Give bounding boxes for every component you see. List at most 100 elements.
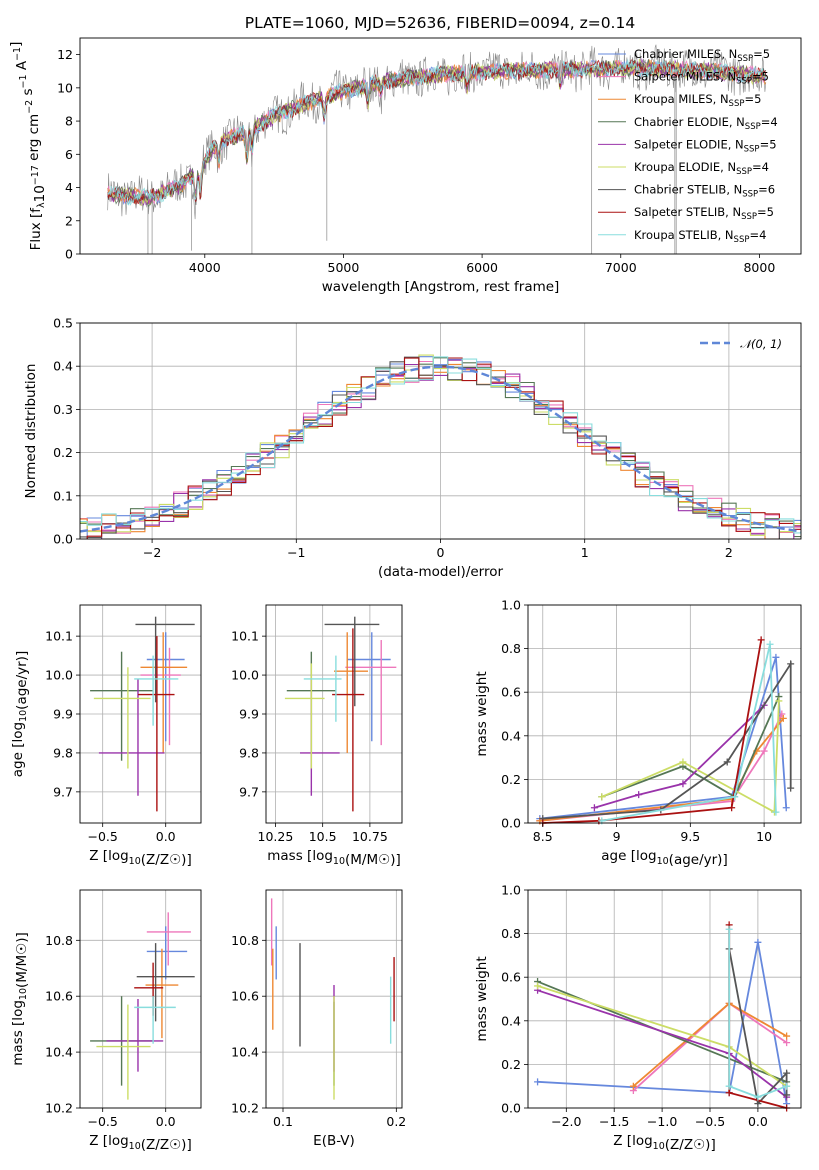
y-axis-label: age [log10(age/yr)] bbox=[10, 651, 30, 777]
weight-marker-salp_stelib bbox=[757, 636, 765, 644]
x-tick-label: 10.75 bbox=[352, 829, 388, 844]
y-tick-label: 8 bbox=[65, 114, 73, 129]
x-tick-label: 10.25 bbox=[258, 829, 294, 844]
legend-label-chab_stelib: Chabrier STELIB, NSSP=6 bbox=[634, 183, 775, 200]
spectrum-axes: 4000 5000 6000 7000 8000 0 2 4 6 8 10 12 wavelength … bbox=[8, 37, 802, 295]
weight-marker-chab_stelib bbox=[787, 660, 795, 668]
y-tick-label: 0.2 bbox=[501, 772, 521, 787]
x-tick-label: −1.0 bbox=[647, 1114, 677, 1129]
y-tick-label: 0.0 bbox=[501, 816, 521, 831]
axes-frame bbox=[79, 322, 802, 540]
y-tick-label: 10.4 bbox=[231, 1045, 259, 1060]
y-tick-label: 0 bbox=[65, 247, 73, 262]
axes-frame bbox=[265, 604, 403, 824]
weight-marker-krou_elodie bbox=[775, 697, 783, 705]
y-tick-label: 0.2 bbox=[53, 445, 73, 460]
x-tick-label: 8.5 bbox=[533, 829, 553, 844]
x-tick-label: −2.0 bbox=[551, 1114, 581, 1129]
y-tick-label: 12 bbox=[57, 47, 73, 62]
weight-marker-chab_miles bbox=[754, 938, 762, 946]
y-axis-label: Flux [fλ10−17 erg cm−2 s−1 A−1] bbox=[8, 42, 48, 251]
axes-frame bbox=[79, 889, 202, 1109]
weight-marker-krou_elodie bbox=[598, 793, 606, 801]
plot-area bbox=[90, 912, 195, 1100]
weight-line-krou_stelib bbox=[728, 929, 787, 1099]
x-tick-label: −1 bbox=[287, 545, 305, 560]
x-tick-label: −0.5 bbox=[695, 1114, 725, 1129]
weight-line-chab_miles bbox=[539, 657, 788, 820]
weight-line-krou_elodie bbox=[601, 700, 780, 814]
x-axis-label: E(B-V) bbox=[313, 1133, 355, 1149]
y-tick-label: 10.1 bbox=[231, 629, 259, 644]
weight-marker-chab_miles bbox=[534, 1078, 542, 1086]
y-tick-label: 6 bbox=[65, 147, 73, 162]
y-tick-label: 9.9 bbox=[53, 707, 73, 722]
normal-reference-curve bbox=[80, 365, 801, 533]
x-tick-label: 0.0 bbox=[156, 829, 176, 844]
x-tick-label: −0.5 bbox=[88, 829, 118, 844]
legend-label-krou_stelib: Kroupa STELIB, NSSP=4 bbox=[634, 228, 766, 245]
x-tick-label: 5000 bbox=[328, 260, 360, 275]
y-tick-label: 10.6 bbox=[45, 989, 73, 1004]
y-tick-label: 0.4 bbox=[53, 359, 73, 374]
x-tick-label: 0.2 bbox=[386, 1114, 406, 1129]
x-tick-label: 9 bbox=[613, 829, 621, 844]
weight-line-salp_stelib bbox=[542, 639, 763, 824]
plot-area bbox=[270, 898, 395, 1100]
x-tick-label: 4000 bbox=[189, 260, 221, 275]
x-tick-label: 1 bbox=[581, 545, 589, 560]
x-tick-label: 6000 bbox=[466, 260, 498, 275]
weight-marker-salp_elodie bbox=[590, 804, 598, 812]
x-tick-label: 8000 bbox=[743, 260, 775, 275]
plot-area bbox=[284, 616, 397, 812]
x-tick-label: 0.0 bbox=[156, 1114, 176, 1129]
y-tick-label: 10.4 bbox=[45, 1045, 73, 1060]
legend-label-salp_stelib: Salpeter STELIB, NSSP=5 bbox=[634, 205, 774, 222]
histogram-krou_elodie bbox=[80, 354, 801, 536]
mass-vs-EBV-axes: 0.1 0.2 10.2 10.4 10.6 10.8 E(B-V) bbox=[231, 889, 406, 1149]
x-axis-label: mass [log10(M/M☉)] bbox=[267, 848, 401, 868]
y-tick-label: 9.8 bbox=[53, 745, 73, 760]
y-tick-label: 10.0 bbox=[231, 668, 259, 683]
axes-frame bbox=[265, 889, 403, 1109]
plot-area bbox=[534, 921, 791, 1112]
model-spectrum-krou_stelib bbox=[107, 59, 767, 206]
weight-marker-salp_stelib bbox=[725, 1089, 733, 1097]
legend-label-salp_elodie: Salpeter ELODIE, NSSP=5 bbox=[634, 137, 777, 154]
x-axis-label: age [log10(age/yr)] bbox=[601, 848, 727, 868]
x-tick-label: 7000 bbox=[605, 260, 637, 275]
weight-marker-krou_miles bbox=[629, 1082, 637, 1090]
weight-marker-chab_stelib bbox=[783, 1069, 791, 1077]
y-tick-label: 10.8 bbox=[45, 933, 73, 948]
y-tick-label: 0.8 bbox=[501, 641, 521, 656]
legend-label-krou_elodie: Kroupa ELODIE, NSSP=4 bbox=[634, 160, 769, 177]
y-tick-label: 0.8 bbox=[501, 926, 521, 941]
x-tick-label: 2 bbox=[725, 545, 733, 560]
y-tick-label: 0.0 bbox=[501, 1101, 521, 1116]
weight-vs-Z-axes: −2.0 −1.5 −1.0 −0.5 0.0 0.0 0.2 0.4 0.6 0.8 1.0 Z [… bbox=[474, 883, 802, 1153]
plot-area bbox=[536, 636, 795, 827]
weight-marker-krou_stelib bbox=[772, 808, 780, 816]
y-tick-label: 9.7 bbox=[239, 784, 259, 799]
x-tick-label: 10 bbox=[756, 829, 772, 844]
x-axis-label: Z [log10(Z/Z☉)] bbox=[89, 1133, 191, 1153]
weight-line-chab_elodie bbox=[601, 696, 780, 799]
x-axis-label: Z [log10(Z/Z☉)] bbox=[613, 1133, 715, 1153]
y-tick-label: 9.9 bbox=[239, 707, 259, 722]
legend-label-krou_miles: Kroupa MILES, NSSP=5 bbox=[634, 92, 761, 109]
x-tick-label: 9.5 bbox=[680, 829, 700, 844]
y-tick-label: 2 bbox=[65, 213, 73, 228]
x-tick-label: −2 bbox=[143, 545, 161, 560]
y-tick-label: 1.0 bbox=[501, 883, 521, 898]
weight-marker-krou_stelib bbox=[731, 793, 739, 801]
y-tick-label: 0.3 bbox=[53, 402, 73, 417]
weight-marker-salp_stelib bbox=[728, 804, 736, 812]
model-spectrum-chab_stelib bbox=[107, 59, 767, 206]
age-vs-Z-axes: −0.5 0.0 9.7 9.8 9.9 10.0 10.1 Z [log10(Z/Z☉)] a… bbox=[10, 604, 202, 868]
y-tick-label: 9.8 bbox=[239, 745, 259, 760]
y-tick-label: 0.5 bbox=[53, 316, 73, 331]
y-axis-label: Normed distribution bbox=[23, 364, 39, 499]
y-tick-label: 0.6 bbox=[501, 685, 521, 700]
weight-marker-salp_elodie bbox=[635, 791, 643, 799]
y-tick-label: 0.4 bbox=[501, 728, 521, 743]
